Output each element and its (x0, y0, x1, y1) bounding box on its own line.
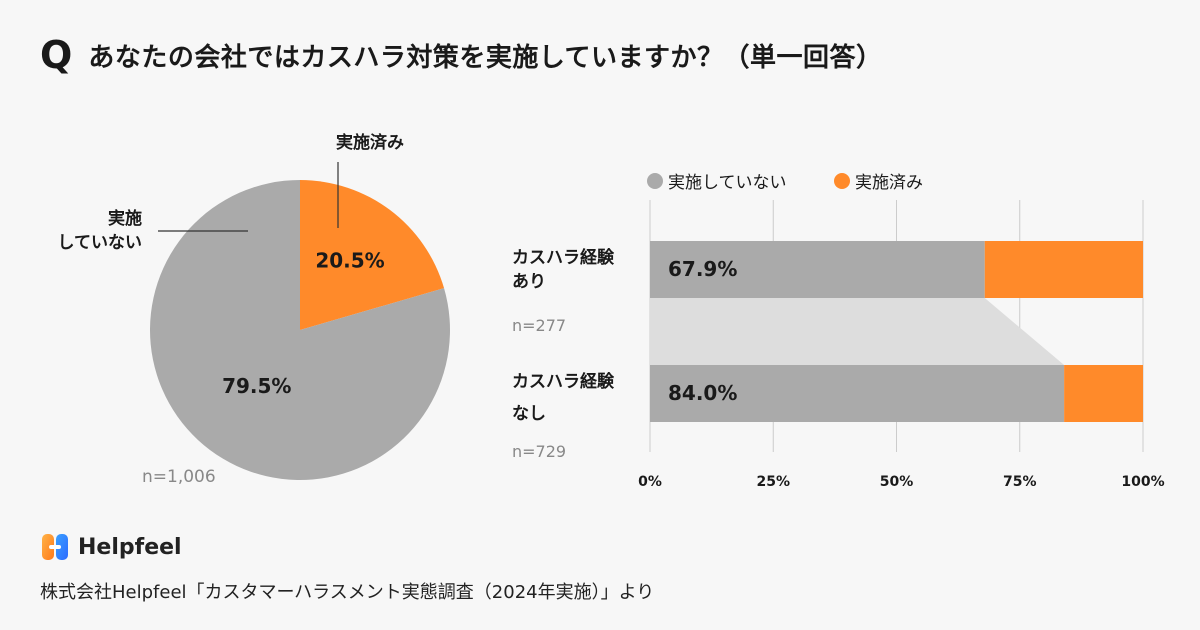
bar-value-label-0: 67.9% (668, 257, 737, 281)
category-label-0b: あり (512, 272, 546, 292)
pie-value-label-1: 79.5% (222, 374, 291, 398)
helpfeel-logo-icon (42, 534, 68, 560)
category-label-1a: カスハラ経験 (512, 371, 615, 392)
category-n-label-1: n=729 (512, 442, 566, 461)
pie-category-label-0: 実施済み (336, 132, 404, 153)
helpfeel-logo: Helpfeel (40, 532, 182, 562)
bar-1-1 (1064, 365, 1143, 422)
x-tick-label-2: 50% (880, 474, 914, 490)
source-note: 株式会社Helpfeel「カスタマーハラスメント実態調査（2024年実施）」より (40, 582, 655, 603)
bar-0-0 (650, 241, 985, 298)
x-tick-label-3: 75% (1003, 474, 1037, 490)
bar-0-1 (984, 241, 1143, 298)
legend-swatch-1 (834, 173, 850, 189)
legend-swatch-0 (647, 173, 663, 189)
category-label-1b: なし (512, 404, 546, 424)
q-mark: Q (40, 33, 73, 77)
pie-slice-0 (300, 180, 445, 330)
x-tick-label-0: 0% (638, 474, 662, 490)
bar-value-label-1: 84.0% (668, 381, 737, 405)
category-label-0a: カスハラ経験 (512, 247, 615, 268)
category-n-label-0: n=277 (512, 316, 566, 335)
pie-n-label: n=1,006 (142, 467, 216, 487)
pie-value-label-0: 20.5% (315, 249, 384, 273)
bar-connector (650, 298, 1065, 365)
legend-label-1: 実施済み (855, 173, 923, 193)
question-title: あなたの会社ではカスハラ対策を実施していますか？（単一回答） (88, 42, 883, 73)
chart-header: Q あなたの会社ではカスハラ対策を実施していますか？（単一回答） (40, 36, 883, 74)
x-tick-label-4: 100% (1121, 474, 1164, 490)
pie-category-label-1a: 実施 (108, 208, 142, 229)
pie-slice-1 (149, 180, 450, 480)
x-tick-label-1: 25% (756, 474, 790, 490)
bar-1-0 (650, 365, 1065, 422)
logo-text: Helpfeel (78, 534, 182, 560)
pie-category-label-1b: していない (58, 233, 143, 253)
legend-label-0: 実施していない (668, 173, 787, 193)
